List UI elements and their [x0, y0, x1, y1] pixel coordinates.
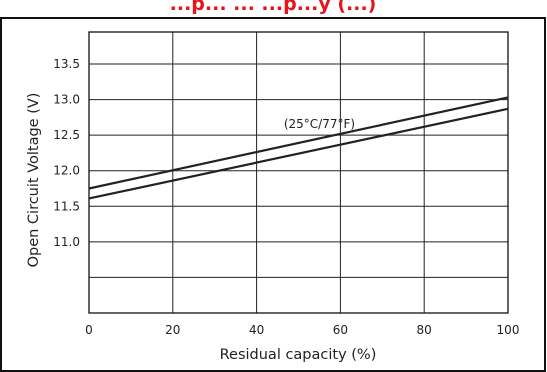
y-tick-label: 12.0	[53, 164, 80, 178]
x-tick-labels: 0 20 40 60 80 100	[85, 323, 519, 337]
y-tick-labels: 11.0 11.5 12.0 12.5 13.0 13.5	[53, 57, 80, 249]
series-lines	[88, 96, 509, 200]
y-tick-label: 11.0	[53, 235, 80, 249]
y-tick-label: 11.5	[53, 199, 80, 213]
x-tick-label: 80	[417, 323, 432, 337]
plot-area-frame	[88, 31, 509, 314]
chart-title: ...p... ... ...p...y (...)	[170, 0, 377, 15]
y-tick-label: 13.0	[53, 93, 80, 107]
x-axis-title: Residual capacity (%)	[220, 347, 377, 363]
x-tick-label: 60	[333, 323, 348, 337]
y-tick-label: 13.5	[53, 57, 80, 71]
series-line-1	[88, 96, 509, 190]
outer-frame	[0, 17, 546, 372]
x-tick-label: 40	[249, 323, 264, 337]
series-line-2	[88, 107, 509, 200]
x-tick-label: 0	[85, 323, 93, 337]
y-axis-title: Open Circuit Voltage (V)	[26, 93, 42, 268]
y-tick-label: 12.5	[53, 128, 80, 142]
grid-lines	[89, 32, 508, 313]
x-tick-label: 100	[497, 323, 520, 337]
x-tick-label: 20	[165, 323, 180, 337]
temperature-annotation: (25°C/77°F)	[284, 117, 355, 131]
